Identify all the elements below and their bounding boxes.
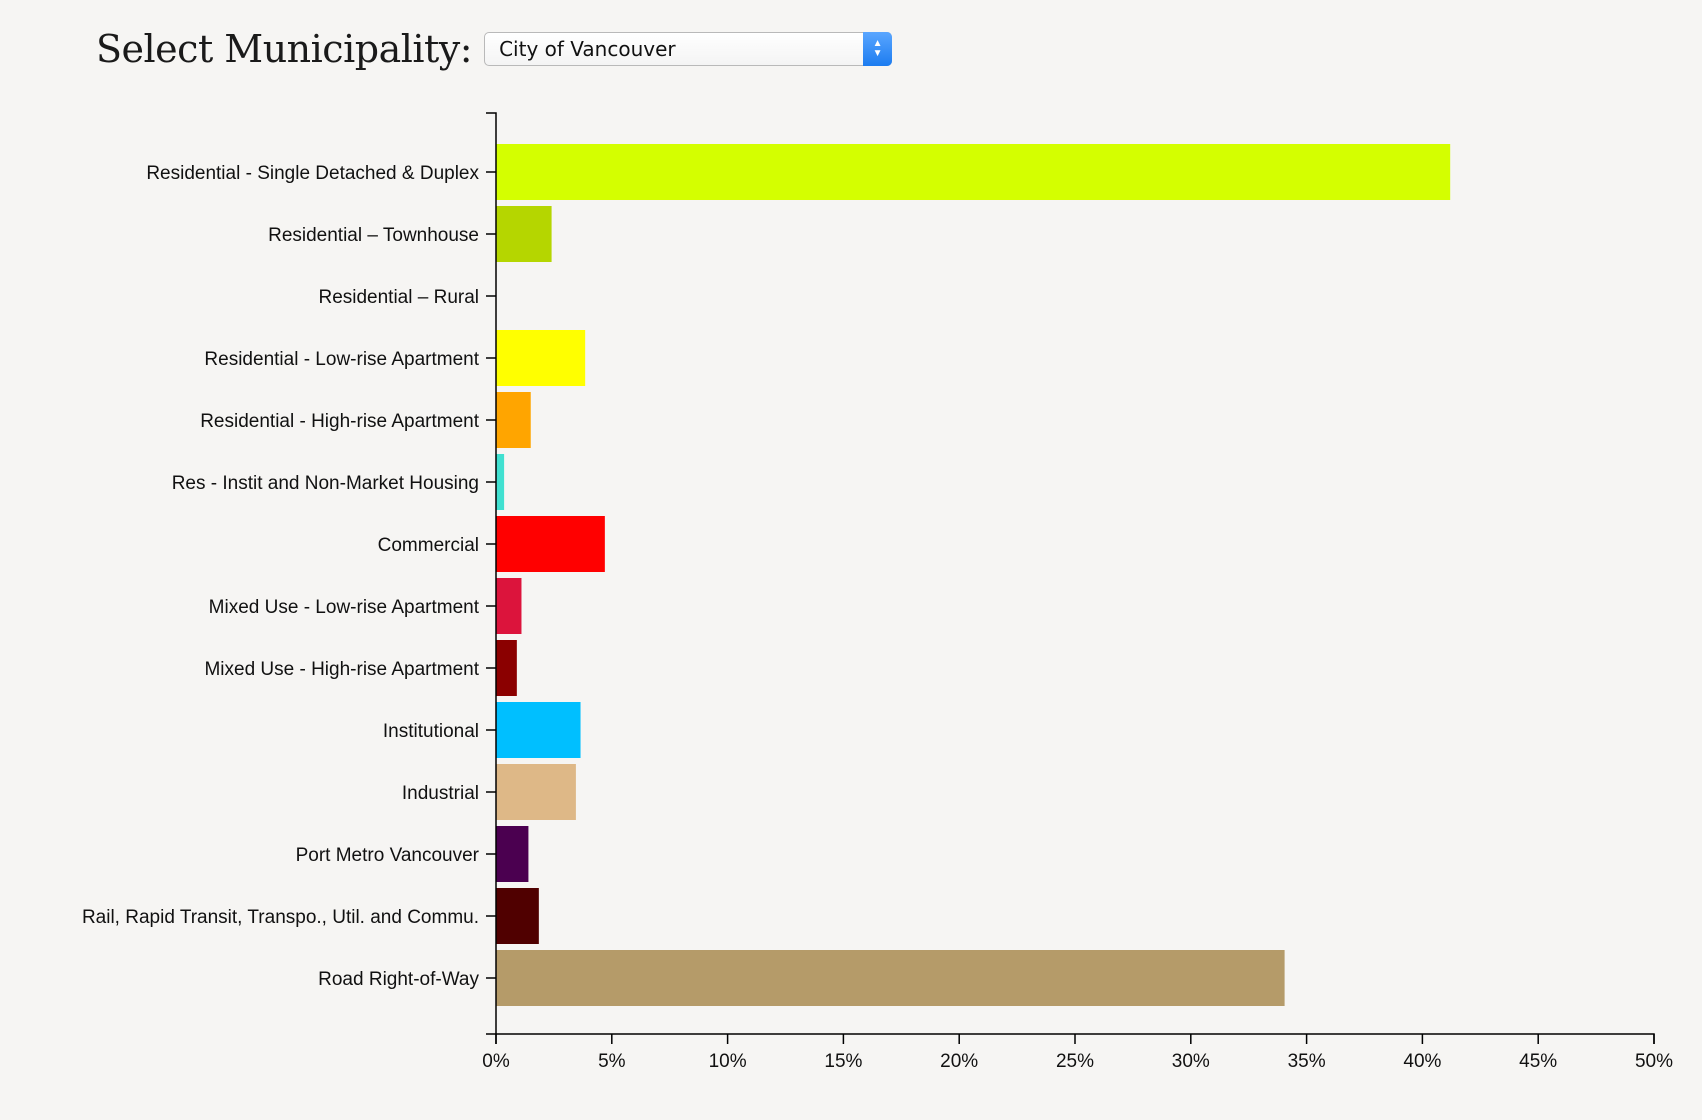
x-tick-label-10: 50% <box>1635 1051 1673 1072</box>
chevron-up-icon: ▲ <box>872 38 883 49</box>
bar-1 <box>496 206 552 262</box>
y-tick-label-6: Commercial <box>378 535 479 556</box>
header: Select Municipality: City of Vancouver ▲… <box>96 22 893 76</box>
bar-13 <box>496 950 1285 1006</box>
bar-12 <box>496 888 539 944</box>
bar-4 <box>496 392 531 448</box>
y-tick-label-1: Residential – Townhouse <box>268 225 479 246</box>
x-tick-label-4: 20% <box>940 1051 978 1072</box>
bar-6 <box>496 516 605 572</box>
y-tick-label-9: Institutional <box>383 721 479 742</box>
x-tick-label-8: 40% <box>1403 1051 1441 1072</box>
municipality-select[interactable]: City of Vancouver ▲ ▼ <box>484 32 893 66</box>
y-tick-label-12: Rail, Rapid Transit, Transpo., Util. and… <box>82 907 479 928</box>
x-tick-label-6: 30% <box>1172 1051 1210 1072</box>
y-tick-label-13: Road Right-of-Way <box>318 969 479 990</box>
page-title: Select Municipality: <box>96 27 473 71</box>
y-tick-label-8: Mixed Use - High-rise Apartment <box>204 659 479 680</box>
x-tick-label-9: 45% <box>1519 1051 1557 1072</box>
x-tick-label-7: 35% <box>1288 1051 1326 1072</box>
x-tick-label-2: 10% <box>709 1051 747 1072</box>
bar-7 <box>496 578 522 634</box>
bar-0 <box>496 144 1451 200</box>
bar-10 <box>496 764 576 820</box>
x-tick-label-1: 5% <box>598 1051 626 1072</box>
x-tick-label-3: 15% <box>824 1051 862 1072</box>
y-tick-label-10: Industrial <box>402 783 479 804</box>
y-tick-label-5: Res - Instit and Non-Market Housing <box>172 473 479 494</box>
municipality-select-value: City of Vancouver <box>499 37 676 61</box>
x-tick-label-0: 0% <box>482 1051 510 1072</box>
bar-3 <box>496 330 586 386</box>
bar-9 <box>496 702 581 758</box>
chevron-down-icon: ▼ <box>872 48 883 59</box>
bars-group <box>496 144 1451 1006</box>
y-tick-label-0: Residential - Single Detached & Duplex <box>146 163 479 184</box>
bar-8 <box>496 640 517 696</box>
bar-5 <box>496 454 505 510</box>
y-tick-label-7: Mixed Use - Low-rise Apartment <box>209 597 480 618</box>
x-tick-label-5: 25% <box>1056 1051 1094 1072</box>
up-down-chevron-icon[interactable]: ▲ ▼ <box>863 32 893 66</box>
y-tick-label-3: Residential - Low-rise Apartment <box>204 349 479 370</box>
y-tick-label-2: Residential – Rural <box>318 287 479 308</box>
bar-11 <box>496 826 529 882</box>
y-tick-label-4: Residential - High-rise Apartment <box>200 411 480 432</box>
y-tick-label-11: Port Metro Vancouver <box>296 845 480 866</box>
y-axis-line <box>486 112 497 1035</box>
y-axis: Residential - Single Detached & Duplex Re… <box>82 112 497 1035</box>
x-axis: 0% 5% 10% 15% 20% 25% 30% 35% 40% 45% 50% <box>482 1033 1673 1072</box>
